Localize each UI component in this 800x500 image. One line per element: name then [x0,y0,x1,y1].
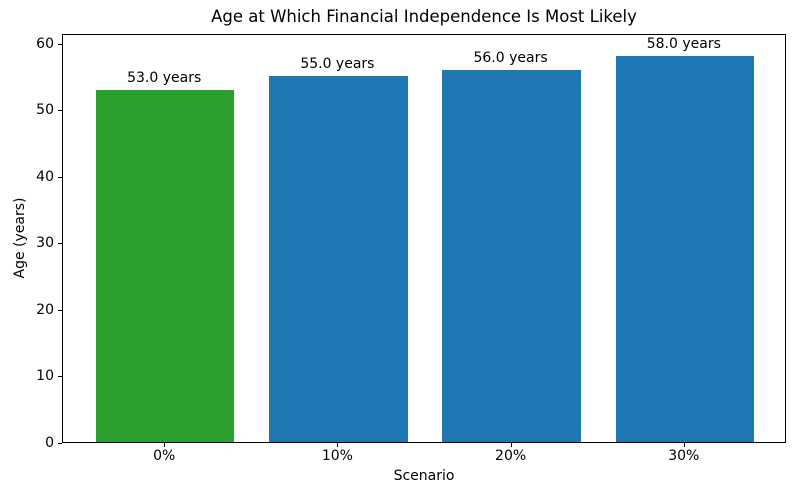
bar [269,76,408,442]
y-axis-label: Age (years) [12,197,28,279]
y-tick-mark [58,43,62,45]
x-tick-mark [337,443,339,447]
x-tick-label: 30% [668,448,700,464]
x-axis-label: Scenario [393,468,455,484]
bar-value-label: 58.0 years [646,36,721,53]
y-tick-mark [58,176,62,178]
chart-title: Age at Which Financial Independence Is M… [211,7,637,26]
bar-value-label: 55.0 years [300,56,375,73]
y-tick-mark [58,243,62,245]
y-tick-label: 50 [36,102,54,119]
x-tick-mark [510,443,512,447]
y-tick-label: 60 [36,35,54,52]
y-tick-label: 10 [36,368,54,385]
y-tick-label: 40 [36,168,54,185]
y-tick-label: 0 [45,435,54,451]
bar-value-label: 53.0 years [127,69,202,86]
bar [442,69,581,442]
x-tick-label: 10% [321,448,353,464]
y-tick-mark [58,110,62,112]
y-tick-mark [58,309,62,311]
y-tick-label: 30 [36,235,54,252]
x-tick-mark [164,443,166,447]
bar-value-label: 56.0 years [473,49,548,66]
plot-area [62,34,786,443]
bar [95,89,235,442]
y-tick-label: 20 [36,301,54,318]
x-tick-label: 0% [153,448,176,464]
y-tick-mark [58,376,62,378]
bar [615,56,755,442]
x-tick-mark [683,443,685,447]
y-tick-mark [58,443,62,444]
x-tick-label: 20% [495,448,527,464]
